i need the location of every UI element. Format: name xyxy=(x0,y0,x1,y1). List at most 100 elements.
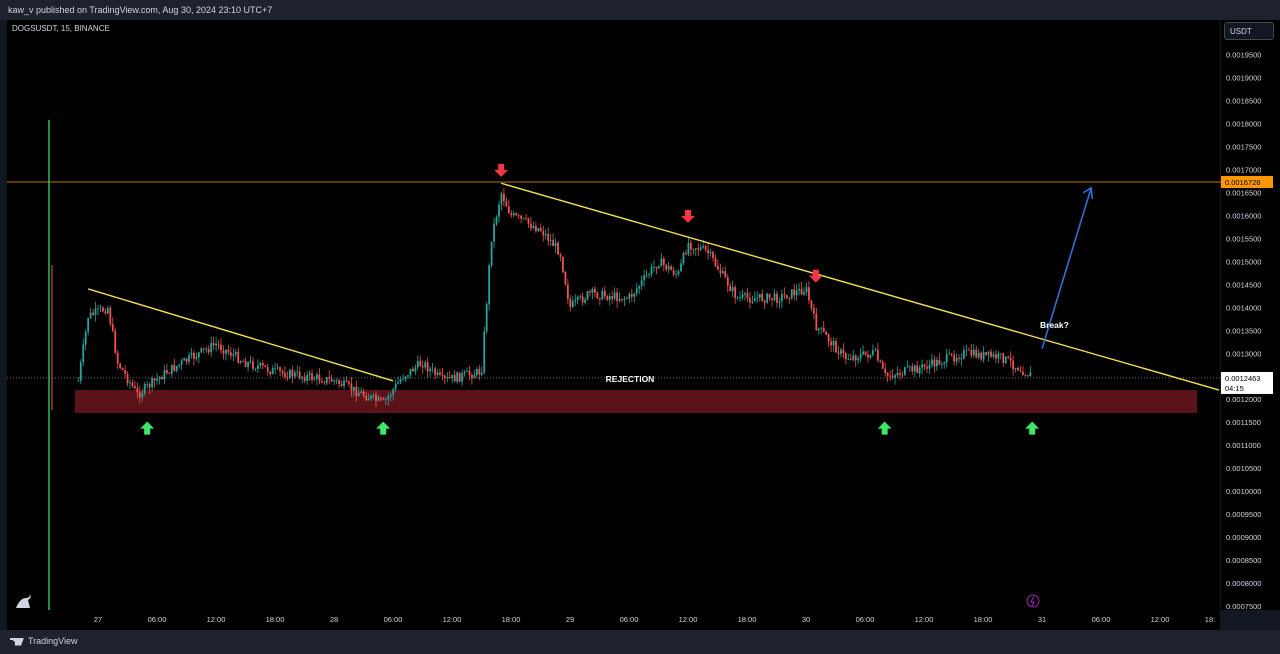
candle-body-down xyxy=(328,377,331,379)
candle-body-down xyxy=(222,350,225,354)
candle-body-down xyxy=(426,362,429,372)
candle-body-down xyxy=(1009,357,1012,361)
candle-body-up xyxy=(820,327,823,329)
price-axis[interactable] xyxy=(1221,20,1280,610)
candle-body-down xyxy=(507,206,510,214)
bounce-up-arrow-icon xyxy=(877,421,892,435)
candle-body-up xyxy=(399,379,402,383)
candle-body-up xyxy=(461,373,463,382)
candle-body-down xyxy=(815,313,818,331)
candle-body-down xyxy=(854,355,857,361)
candle-body-down xyxy=(311,373,313,380)
candle-body-up xyxy=(586,291,589,300)
candle-body-up xyxy=(744,293,746,295)
candle-body-up xyxy=(276,367,279,369)
currency-button[interactable]: USDT xyxy=(1224,22,1274,40)
candle-body-down xyxy=(889,375,892,377)
candle-body-down xyxy=(825,331,828,335)
candle-body-up xyxy=(1004,356,1007,363)
candle-body-down xyxy=(131,382,134,387)
chart-pane[interactable] xyxy=(7,20,1220,610)
candle-body-up xyxy=(773,293,776,301)
candle-body-up xyxy=(259,362,262,366)
candle-body-up xyxy=(414,367,417,372)
price-tick-label: 0.0016500 xyxy=(1226,188,1261,197)
candle-body-down xyxy=(616,292,618,302)
candle-body-down xyxy=(161,377,163,380)
candle-body-up xyxy=(758,293,761,298)
candle-body-up xyxy=(633,293,636,297)
candle-body-up xyxy=(384,399,387,401)
candle-body-up xyxy=(436,372,439,376)
publish-header: kaw_v published on TradingView.com, Aug … xyxy=(0,0,1280,20)
time-tick-label: 06:00 xyxy=(384,615,403,624)
candle-body-down xyxy=(726,277,729,286)
candle-body-down xyxy=(849,359,852,360)
candle-body-up xyxy=(170,364,173,374)
candle-body-up xyxy=(613,292,616,299)
candle-body-up xyxy=(225,349,227,354)
candle-body-up xyxy=(151,378,154,388)
candle-body-down xyxy=(707,249,709,253)
candle-body-down xyxy=(685,253,687,255)
candle-body-up xyxy=(660,258,663,267)
candle-body-down xyxy=(320,381,323,383)
candle-body-up xyxy=(955,358,958,362)
time-tick-label: 06:00 xyxy=(1092,615,1111,624)
time-tick-label: 12:00 xyxy=(915,615,934,624)
candle-body-down xyxy=(220,344,222,351)
price-tick-label: 0.0016000 xyxy=(1226,211,1261,220)
resistance-price-label: 0.0016728 xyxy=(1225,178,1260,187)
candle-body-up xyxy=(675,274,678,275)
candle-body-down xyxy=(714,258,717,266)
candle-body-up xyxy=(778,301,781,303)
candle-body-down xyxy=(884,368,887,373)
candle-body-down xyxy=(237,351,240,363)
candle-body-up xyxy=(254,368,257,370)
candle-body-up xyxy=(972,349,975,356)
candle-body-up xyxy=(249,361,252,363)
candle-body-down xyxy=(724,271,727,278)
time-tick-label: 12:00 xyxy=(1151,615,1170,624)
candle-body-down xyxy=(953,354,955,362)
candle-body-down xyxy=(837,352,840,354)
candle-body-down xyxy=(793,289,796,296)
candle-body-down xyxy=(995,354,997,359)
candle-body-up xyxy=(495,216,498,224)
candle-body-up xyxy=(780,293,783,302)
candle-body-down xyxy=(980,352,983,360)
candle-body-down xyxy=(458,372,461,382)
candle-body-up xyxy=(306,375,309,381)
candle-body-down xyxy=(783,293,786,295)
candle-body-down xyxy=(244,361,247,368)
tradingview-brand[interactable]: TradingView xyxy=(10,636,78,646)
candle-body-up xyxy=(343,380,345,386)
candle-body-down xyxy=(879,360,882,363)
candle-body-up xyxy=(97,308,99,309)
candle-body-up xyxy=(913,365,916,372)
candle-body-up xyxy=(682,253,685,264)
candle-body-down xyxy=(611,295,614,299)
time-axis[interactable] xyxy=(7,610,1220,630)
time-tick-label: 18:00 xyxy=(266,615,285,624)
symbol-legend[interactable]: DOGSUSDT, 15, BINANCE xyxy=(12,24,110,33)
candle-body-down xyxy=(827,334,830,342)
candle-body-down xyxy=(448,377,451,379)
candle-body-down xyxy=(911,366,914,372)
candle-body-up xyxy=(618,298,621,302)
candle-body-up xyxy=(918,367,921,373)
candle-body-up xyxy=(274,367,277,369)
candle-body-up xyxy=(638,286,641,289)
price-tick-label: 0.0009000 xyxy=(1226,533,1261,542)
candle-body-down xyxy=(771,298,773,301)
candle-body-down xyxy=(281,370,284,373)
candle-body-down xyxy=(557,242,559,255)
candle-body-up xyxy=(79,362,82,381)
candle-body-up xyxy=(635,288,638,294)
price-tick-label: 0.0014500 xyxy=(1226,280,1261,289)
candle-body-down xyxy=(291,369,294,377)
candle-body-up xyxy=(493,223,495,242)
candle-body-up xyxy=(89,312,92,319)
price-tick-label: 0.0007500 xyxy=(1226,602,1261,611)
candle-body-down xyxy=(562,256,564,273)
